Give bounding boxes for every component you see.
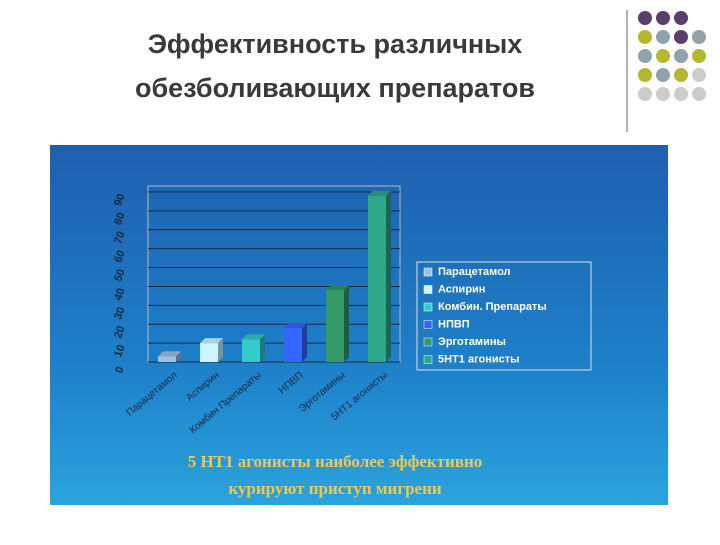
bar-top xyxy=(284,323,307,328)
legend-swatch xyxy=(423,320,433,329)
y-tick-label: 20 xyxy=(112,324,127,340)
legend-label: Парацетамол xyxy=(438,266,511,278)
legend-swatch xyxy=(423,355,433,364)
dot xyxy=(638,30,652,44)
bar-top xyxy=(326,285,349,291)
bar-side xyxy=(260,334,265,362)
legend-label: Эрготамины xyxy=(438,336,506,348)
y-tick-label: 90 xyxy=(112,192,127,208)
dot xyxy=(638,11,652,25)
dot xyxy=(674,87,688,101)
bar-side xyxy=(386,190,391,362)
y-tick-label: 40 xyxy=(112,287,127,303)
bar xyxy=(326,290,344,362)
dot xyxy=(692,30,706,44)
bar xyxy=(200,343,218,362)
y-tick-label: 0 xyxy=(113,365,126,375)
bar xyxy=(158,356,176,362)
y-tick-label: 80 xyxy=(112,211,127,227)
bar-side xyxy=(344,285,349,362)
y-tick-label: 30 xyxy=(112,305,127,321)
legend-box xyxy=(416,261,592,371)
y-tick-label: 10 xyxy=(112,343,127,359)
title-line: обезболивающих препаратов xyxy=(135,73,535,103)
legend-label: НПВП xyxy=(438,318,470,330)
chart-panel xyxy=(50,145,668,505)
legend-swatch xyxy=(423,302,433,312)
decor-dots xyxy=(638,11,706,101)
dot xyxy=(638,87,652,101)
y-tick-label: 50 xyxy=(112,268,127,284)
dot xyxy=(674,68,688,82)
legend-swatch xyxy=(423,337,433,347)
dot xyxy=(638,49,652,63)
bar-top xyxy=(368,190,391,196)
legend-swatch xyxy=(423,267,433,277)
legend-label: Аспирин xyxy=(438,283,485,295)
bar-top xyxy=(158,351,181,357)
legend-label: 5НТ1 агонисты xyxy=(438,353,520,365)
dot xyxy=(656,68,670,82)
bar xyxy=(284,328,302,362)
dot xyxy=(656,30,670,44)
bar xyxy=(242,339,260,362)
legend-swatch xyxy=(423,285,433,294)
bar-side xyxy=(176,351,181,362)
dot xyxy=(656,11,670,25)
dot xyxy=(656,49,670,63)
y-tick-label: 70 xyxy=(112,230,127,246)
dot xyxy=(692,68,706,82)
dot xyxy=(656,87,670,101)
y-tick-label: 60 xyxy=(112,249,127,265)
caption-line: курируют приступ мигрени xyxy=(228,479,442,498)
dot xyxy=(692,49,706,63)
caption-line: 5 НТ1 агонисты наиболее эффективно xyxy=(188,452,483,471)
dot xyxy=(692,87,706,101)
bar-side xyxy=(302,323,307,362)
bar xyxy=(368,195,386,362)
bar-side xyxy=(218,338,223,362)
bar-top xyxy=(242,334,265,340)
bar-top xyxy=(200,338,223,344)
dot xyxy=(638,68,652,82)
title-line: Эффективность различных xyxy=(148,29,523,59)
dot xyxy=(674,11,688,25)
legend-label: Комбин. Препараты xyxy=(438,301,547,313)
dot xyxy=(674,30,688,44)
dot xyxy=(674,49,688,63)
